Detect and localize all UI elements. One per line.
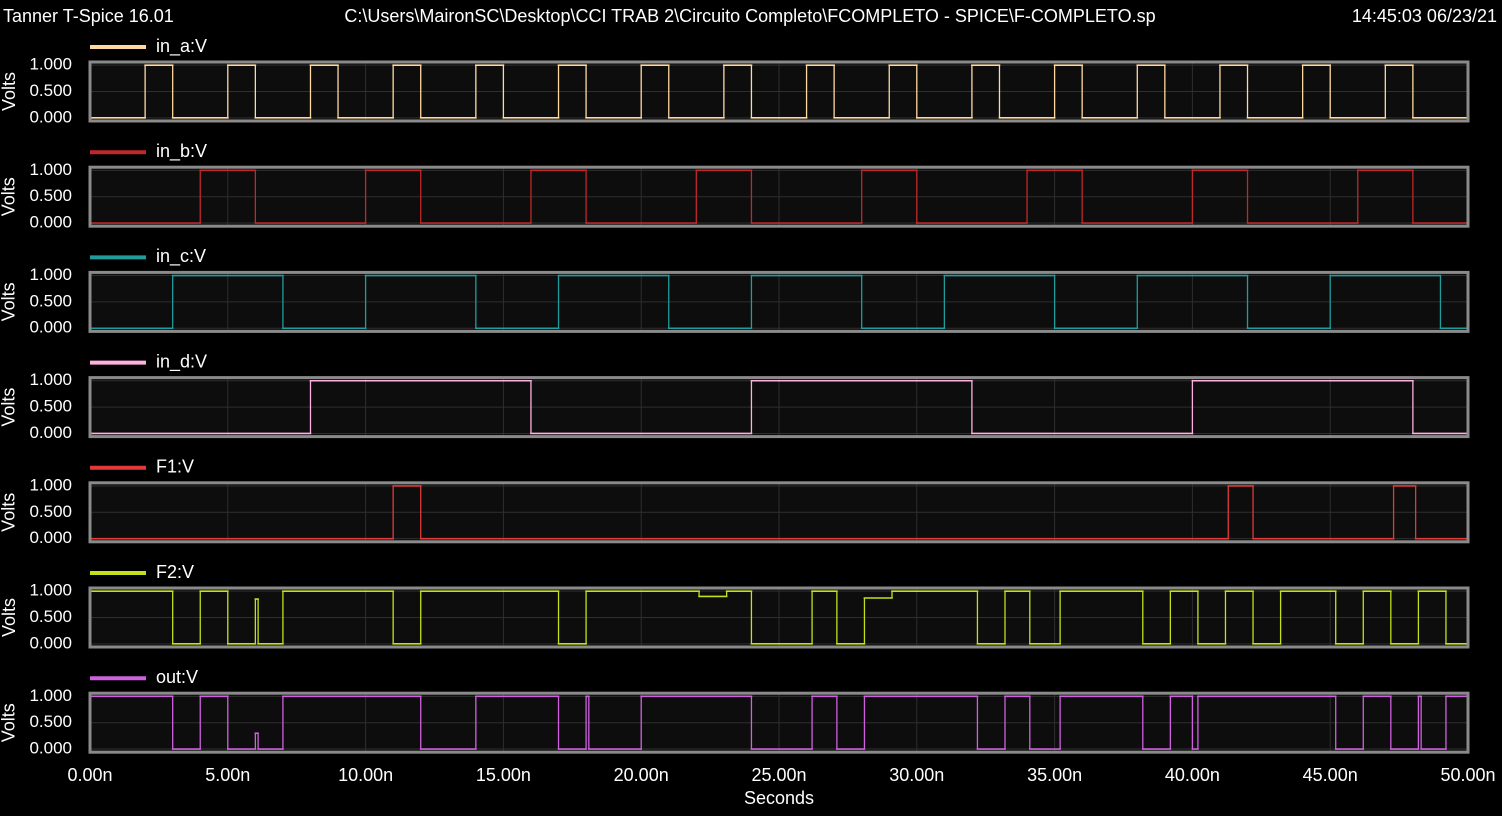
y-axis-label: Volts [0, 598, 19, 637]
timestamp: 14:45:03 06/23/21 [1352, 6, 1497, 26]
y-axis-label: Volts [0, 493, 19, 532]
x-tick-label: 15.00n [476, 765, 531, 785]
y-tick-label: 1.000 [29, 686, 72, 705]
y-tick-label: 1.000 [29, 370, 72, 389]
y-axis-label: Volts [0, 388, 19, 427]
x-tick-label: 0.00n [67, 765, 112, 785]
x-tick-label: 40.00n [1165, 765, 1220, 785]
plot-frame [88, 481, 1470, 544]
legend-label: F2:V [156, 562, 194, 582]
y-axis-label: Volts [0, 703, 19, 742]
plot-frame [88, 691, 1470, 754]
y-tick-label: 0.500 [29, 186, 72, 205]
x-tick-label: 45.00n [1303, 765, 1358, 785]
legend-label: in_c:V [156, 246, 206, 267]
legend-label: in_a:V [156, 36, 207, 57]
y-tick-label: 0.000 [29, 633, 72, 652]
legend-label: out:V [156, 667, 198, 687]
legend-label: in_d:V [156, 351, 207, 372]
legend-label: in_b:V [156, 141, 207, 162]
y-tick-label: 1.000 [29, 160, 72, 179]
plot-frame [88, 165, 1470, 228]
app-title: Tanner T-Spice 16.01 [3, 6, 174, 26]
legend-label: F1:V [156, 457, 194, 477]
y-axis-label: Volts [0, 177, 19, 216]
x-tick-label: 10.00n [338, 765, 393, 785]
plot-frame [88, 270, 1470, 333]
y-axis-label: Volts [0, 72, 19, 111]
y-tick-label: 0.500 [29, 397, 72, 416]
plot-frame [88, 586, 1470, 649]
y-tick-label: 1.000 [29, 55, 72, 74]
y-tick-label: 1.000 [29, 475, 72, 494]
x-tick-label: 50.00n [1440, 765, 1495, 785]
y-tick-label: 0.000 [29, 528, 72, 547]
y-tick-label: 0.500 [29, 502, 72, 521]
y-tick-label: 0.000 [29, 107, 72, 126]
y-tick-label: 0.500 [29, 81, 72, 100]
y-tick-label: 1.000 [29, 265, 72, 284]
x-tick-label: 5.00n [205, 765, 250, 785]
y-tick-label: 0.500 [29, 607, 72, 626]
x-tick-label: 25.00n [751, 765, 806, 785]
file-path: C:\Users\MaironSC\Desktop\CCI TRAB 2\Cir… [344, 6, 1155, 26]
x-axis-label: Seconds [744, 788, 814, 808]
plot-frame [88, 376, 1470, 439]
y-tick-label: 0.500 [29, 712, 72, 731]
y-tick-label: 1.000 [29, 581, 72, 600]
x-tick-label: 30.00n [889, 765, 944, 785]
y-tick-label: 0.000 [29, 423, 72, 442]
plot-frame [88, 60, 1470, 123]
y-axis-label: Volts [0, 282, 19, 321]
x-tick-label: 20.00n [614, 765, 669, 785]
y-tick-label: 0.000 [29, 213, 72, 232]
x-tick-label: 35.00n [1027, 765, 1082, 785]
y-tick-label: 0.000 [29, 739, 72, 758]
y-tick-label: 0.000 [29, 318, 72, 337]
y-tick-label: 0.500 [29, 291, 72, 310]
